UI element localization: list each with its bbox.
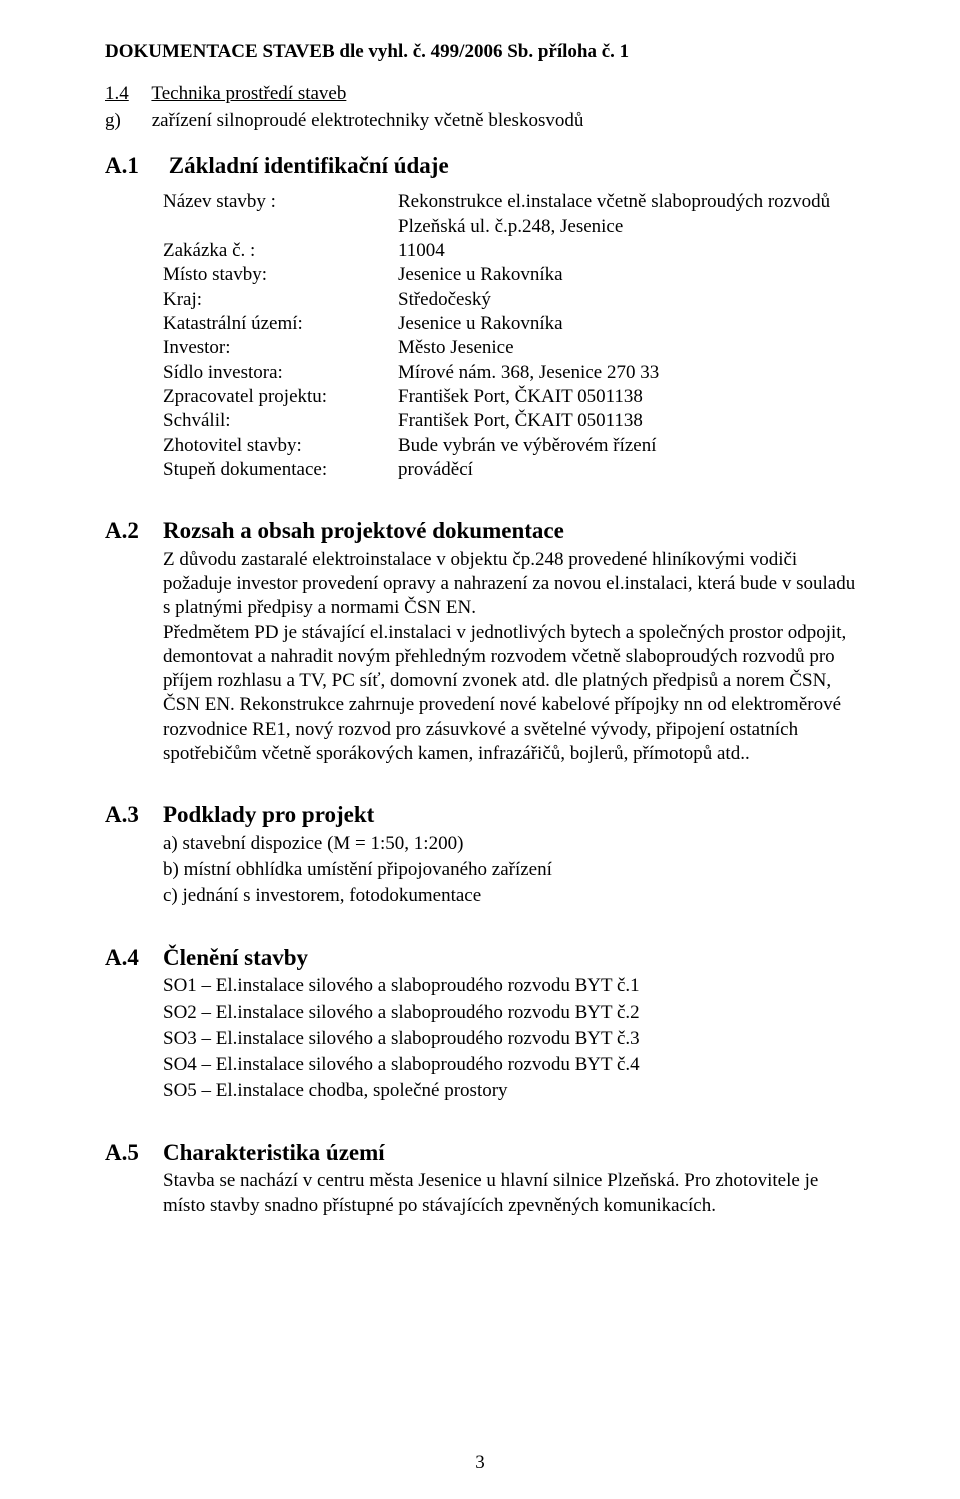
section-a4: A.4 Členění stavby SO1 – El.instalace si…: [105, 943, 860, 1104]
kv-row: Katastrální území: Jesenice u Rakovníka: [163, 312, 860, 336]
kv-key: Schválil:: [163, 409, 398, 433]
kv-row: Název stavby : Rekonstrukce el.instalace…: [163, 190, 860, 239]
a4-item: SO1 – El.instalace silového a slaboproud…: [163, 974, 860, 998]
section-text-1-4: Technika prostředí staveb: [151, 83, 346, 104]
section-a2: A.2 Rozsah a obsah projektové dokumentac…: [105, 516, 860, 766]
heading-a1: A.1 Základní identifikační údaje: [105, 151, 860, 180]
kv-row: Kraj: Středočeský: [163, 288, 860, 312]
kv-key: Místo stavby:: [163, 263, 398, 287]
kv-val: Rekonstrukce el.instalace včetně slabopr…: [398, 190, 860, 239]
kv-row: Sídlo investora: Mírové nám. 368, Jeseni…: [163, 361, 860, 385]
a5-body: Stavba se nachází v centru města Jesenic…: [163, 1169, 860, 1218]
kv-val: František Port, ČKAIT 0501138: [398, 409, 860, 433]
heading-a2-title: Rozsah a obsah projektové dokumentace: [163, 516, 860, 545]
kv-row: Zhotovitel stavby: Bude vybrán ve výběro…: [163, 434, 860, 458]
section-1-4-g: g) zařízení silnoproudé elektrotechniky …: [105, 109, 860, 133]
heading-a3-num: A.3: [105, 800, 163, 908]
kv-val: František Port, ČKAIT 0501138: [398, 385, 860, 409]
identification-table: Název stavby : Rekonstrukce el.instalace…: [163, 190, 860, 482]
kv-key: Zhotovitel stavby:: [163, 434, 398, 458]
heading-a5-title: Charakteristika území: [163, 1138, 860, 1167]
kv-key: Zakázka č. :: [163, 239, 398, 263]
kv-key: Stupeň dokumentace:: [163, 458, 398, 482]
section-g-text: zařízení silnoproudé elektrotechniky vče…: [152, 110, 584, 131]
kv-row: Zakázka č. : 11004: [163, 239, 860, 263]
kv-key: Kraj:: [163, 288, 398, 312]
kv-val: Bude vybrán ve výběrovém řízení: [398, 434, 860, 458]
a4-item: SO2 – El.instalace silového a slaboproud…: [163, 1001, 860, 1025]
kv-key: Sídlo investora:: [163, 361, 398, 385]
section-a5: A.5 Charakteristika území Stavba se nach…: [105, 1138, 860, 1218]
kv-val: prováděcí: [398, 458, 860, 482]
section-a3: A.3 Podklady pro projekt a) stavební dis…: [105, 800, 860, 908]
a4-item: SO4 – El.instalace silového a slaboproud…: [163, 1053, 860, 1077]
section-1-4: 1.4 Technika prostředí staveb: [105, 82, 860, 106]
kv-row: Místo stavby: Jesenice u Rakovníka: [163, 263, 860, 287]
kv-val: Středočeský: [398, 288, 860, 312]
heading-a4-num: A.4: [105, 943, 163, 1104]
kv-row: Stupeň dokumentace: prováděcí: [163, 458, 860, 482]
heading-a2-num: A.2: [105, 516, 163, 766]
kv-val: 11004: [398, 239, 860, 263]
kv-row: Investor: Město Jesenice: [163, 336, 860, 360]
kv-key: Investor:: [163, 336, 398, 360]
a4-item: SO5 – El.instalace chodba, společné pros…: [163, 1079, 860, 1103]
heading-a1-num: A.1: [105, 151, 163, 180]
kv-key: Katastrální území:: [163, 312, 398, 336]
a2-body: Z důvodu zastaralé elektroinstalace v ob…: [163, 548, 860, 767]
heading-a5-num: A.5: [105, 1138, 163, 1218]
kv-val: Mírové nám. 368, Jesenice 270 33: [398, 361, 860, 385]
kv-val: Město Jesenice: [398, 336, 860, 360]
heading-a4-title: Členění stavby: [163, 943, 860, 972]
kv-val: Jesenice u Rakovníka: [398, 312, 860, 336]
document-page: DOKUMENTACE STAVEB dle vyhl. č. 499/2006…: [0, 0, 960, 1499]
heading-a1-title: Základní identifikační údaje: [169, 153, 449, 178]
kv-row: Schválil: František Port, ČKAIT 0501138: [163, 409, 860, 433]
kv-val: Jesenice u Rakovníka: [398, 263, 860, 287]
kv-val-line: Rekonstrukce el.instalace včetně slabopr…: [398, 190, 860, 214]
kv-key: Zpracovatel projektu:: [163, 385, 398, 409]
page-number: 3: [0, 1451, 960, 1475]
kv-val-line: Plzeňská ul. č.p.248, Jesenice: [398, 215, 860, 239]
doc-title: DOKUMENTACE STAVEB dle vyhl. č. 499/2006…: [105, 40, 860, 64]
kv-row: Zpracovatel projektu: František Port, ČK…: [163, 385, 860, 409]
section-g-label: g): [105, 109, 147, 133]
section-num-1-4: 1.4: [105, 82, 147, 106]
kv-key: Název stavby :: [163, 190, 398, 239]
a4-item: SO3 – El.instalace silového a slaboproud…: [163, 1027, 860, 1051]
a3-item: b) místní obhlídka umístění připojovanéh…: [163, 858, 860, 882]
a3-item: c) jednání s investorem, fotodokumentace: [163, 884, 860, 908]
heading-a3-title: Podklady pro projekt: [163, 800, 860, 829]
a3-item: a) stavební dispozice (M = 1:50, 1:200): [163, 832, 860, 856]
